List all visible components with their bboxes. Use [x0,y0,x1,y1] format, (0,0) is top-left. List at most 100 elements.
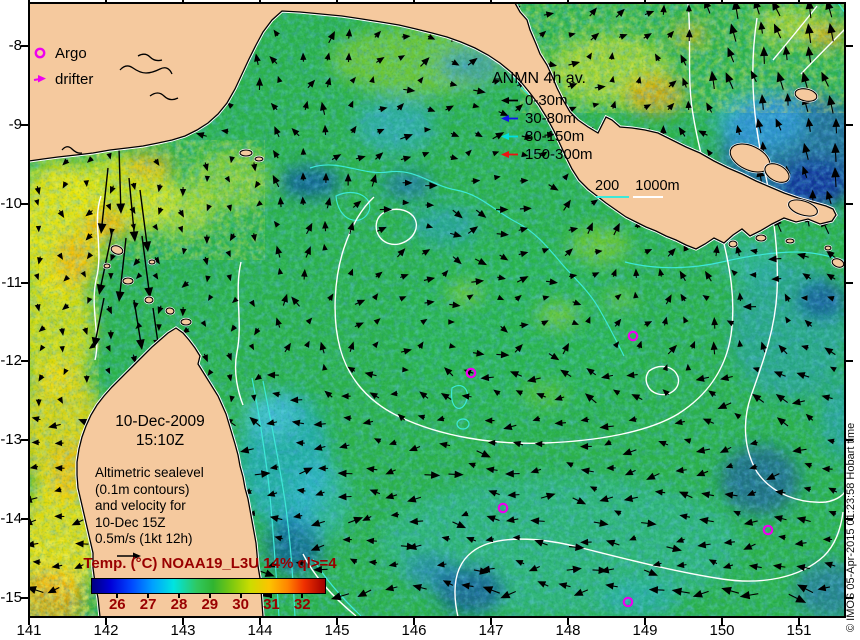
lon-tick-label: 149 [632,622,658,639]
lat-tick-right [846,596,853,599]
depth-arrow-icon [501,96,518,104]
lon-tick [336,618,338,625]
land-coastline-layer [29,3,845,617]
lat-tick-right [846,45,853,47]
lon-tick-label: 150 [709,622,735,639]
lat-tick-right [846,518,853,521]
argo-float-marker [465,367,477,379]
lon-tick-top [259,0,261,3]
lon-tick-top [336,0,338,3]
lon-tick-top [28,0,30,3]
anmn-legend: ANMN 4h av. 0-30m 30-80m 80-150m 150-300m [492,70,593,163]
colorbar-tick-label: 31 [263,596,280,613]
lon-tick-top [798,0,800,3]
lat-tick [21,202,29,205]
lat-tick-label: -15 [0,588,22,606]
lon-tick-top [182,0,184,3]
colorbar-tick [239,593,242,598]
lat-tick [21,123,29,126]
lon-tick [721,618,723,625]
observation-markers-layer [61,53,774,608]
argo-float-marker [627,330,639,342]
anmn-depth-label: 0-30m [525,91,568,109]
lat-tick-right [846,202,853,205]
lon-tick-label: 146 [401,622,427,639]
colorbar-tick-label: 28 [170,596,188,613]
image-datetime: 10-Dec-2009 15:10Z [90,412,230,450]
lon-tick [28,618,30,625]
anmn-depth-row: 80-150m [492,127,593,145]
lat-tick [21,360,29,363]
lon-tick-label: 144 [247,622,273,639]
argo-label: Argo [55,44,87,62]
lat-tick [21,45,29,47]
lon-tick-top [105,0,107,3]
colorbar-tick-label: 29 [201,596,219,613]
bathymetry-contour-label: 200 1000m [595,178,680,198]
lon-tick [413,618,415,625]
lon-tick [105,618,107,625]
drifter-label: drifter [55,70,94,88]
drifter-arrow-icon [33,75,46,83]
lon-tick [798,618,800,625]
lon-tick-top [413,0,415,3]
colorbar-tick-label: 27 [139,596,157,613]
lat-tick-label: -11 [1,273,22,291]
lon-tick [490,618,492,625]
anmn-depth-label: 80-150m [525,127,585,145]
lon-tick-top [644,0,646,3]
caption-line: 0.5m/s (1kt 12h) [95,531,193,546]
time-line: 15:10Z [135,432,185,449]
date-line: 10-Dec-2009 [115,413,205,430]
lat-tick-label: -12 [0,352,22,370]
lon-tick-top [567,0,569,3]
lat-tick-right [846,360,853,363]
caption-line: Altimetric sealevel [95,465,204,480]
colorbar-tick-label: 32 [293,596,311,613]
argo-float-marker [497,502,509,514]
lat-tick-label: -13 [0,431,22,449]
lon-tick-label: 151 [786,622,812,639]
colorbar-tick [177,593,180,598]
colorbar-title: Temp. (°C) NOAA19_L3U 14% ql>=4 [83,555,337,572]
lat-tick-label: -8 [8,37,22,54]
depth-arrow-icon [501,150,518,158]
caption-line: 10-Dec 15Z [95,514,166,530]
legend-row-argo: Argo [33,40,93,66]
lon-tick-label: 143 [170,622,196,639]
bathy-200-contour-swatch [596,196,629,198]
colorbar-tick [301,593,304,598]
lat-tick-right [846,281,853,284]
velocity-scale-arrow-icon [117,552,141,560]
lon-tick [567,618,569,625]
float-drifter-legend: Argo drifter [33,40,93,92]
lat-tick-right [846,439,853,442]
anmn-legend-title: ANMN 4h av. [492,70,586,87]
altimetry-caption: Altimetric sealevel (0.1m contours) and ve… [95,465,225,548]
argo-marker-icon [34,47,46,59]
temperature-colorbar [91,578,326,594]
copyright-watermark: © IMOS 05-Apr-2015 01:23:58 Hobart time [845,422,857,632]
lat-tick [21,281,29,284]
lon-tick-top [721,0,723,3]
lat-tick [21,518,29,521]
anmn-depth-label: 150-300m [525,145,593,163]
lon-tick-label: 147 [478,622,504,639]
bathy-200-label: 200 [595,178,620,194]
bathy-1000-contour-swatch [633,196,663,198]
colorbar-tick-label: 26 [108,596,126,613]
lon-tick-label: 148 [555,622,581,639]
lat-tick-label: -14 [0,510,22,528]
sst-map-canvas [29,3,845,617]
colorbar-tick [208,593,211,598]
legend-row-drifter: drifter [33,66,93,92]
depth-arrow-icon [501,114,518,122]
lat-tick [21,596,29,599]
anmn-depth-row: 0-30m [492,91,593,109]
colorbar-tick [116,593,119,598]
lon-tick-label: 142 [93,622,119,639]
bathy-1000-label: 1000m [635,178,680,194]
lon-tick-label: 141 [16,622,42,639]
lon-tick [644,618,646,625]
lon-tick [259,618,261,625]
